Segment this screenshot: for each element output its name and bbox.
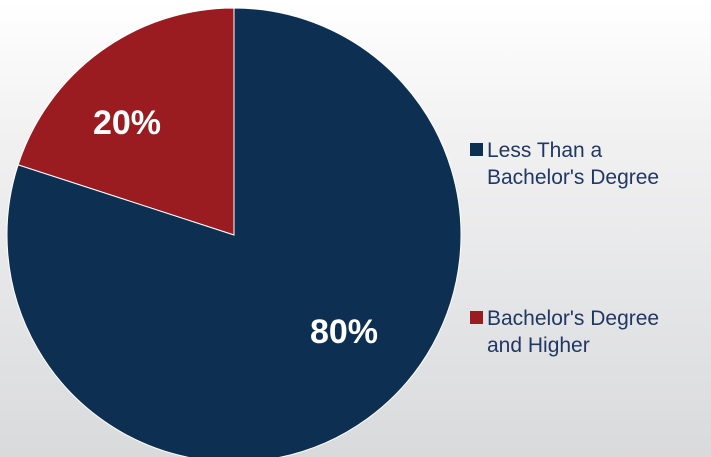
pie-slice-less-than-bachelors [6, 7, 462, 457]
data-label-bachelors-and-higher: 20% [93, 104, 161, 142]
pie-slice-bachelors-and-higher [17, 7, 235, 236]
legend-swatch-bachelors-and-higher [470, 311, 483, 324]
legend-label-less-than-bachelors: Less Than a Bachelor's Degree [487, 139, 660, 189]
data-label-less-than-bachelors: 80% [310, 313, 378, 351]
legend-swatch-less-than-bachelors [470, 143, 483, 156]
legend-label-bachelors-and-higher: Bachelor's Degree and Higher [487, 307, 660, 357]
